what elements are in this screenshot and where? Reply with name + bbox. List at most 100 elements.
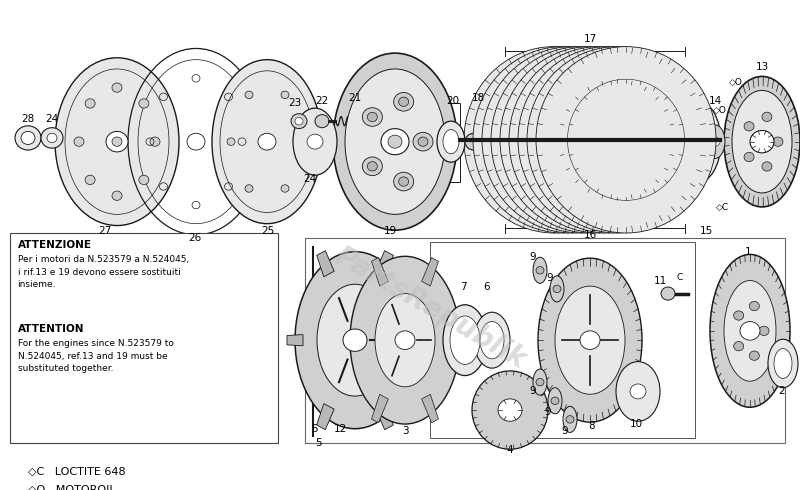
Circle shape [413, 132, 433, 151]
Circle shape [21, 131, 35, 145]
Polygon shape [317, 404, 334, 430]
Ellipse shape [538, 258, 642, 422]
Ellipse shape [464, 47, 644, 233]
Ellipse shape [474, 312, 510, 368]
Circle shape [762, 162, 772, 171]
Text: 22: 22 [315, 96, 329, 106]
Text: ◇O: ◇O [729, 77, 743, 87]
Ellipse shape [350, 256, 460, 424]
Ellipse shape [732, 90, 792, 193]
Text: Per i motori da N.523579 a N.524045,
i rif.13 e 19 devono essere sostituiti
insi: Per i motori da N.523579 a N.524045, i r… [18, 255, 189, 289]
Circle shape [291, 114, 307, 128]
Text: 28: 28 [22, 114, 34, 124]
Text: 15: 15 [699, 226, 713, 236]
Text: 21: 21 [348, 93, 362, 103]
Text: 24: 24 [46, 114, 58, 124]
Polygon shape [447, 336, 465, 345]
Circle shape [150, 137, 160, 147]
Circle shape [744, 152, 754, 162]
Text: 1: 1 [745, 246, 751, 257]
Ellipse shape [500, 47, 680, 233]
Ellipse shape [317, 284, 393, 396]
Circle shape [381, 128, 409, 155]
Circle shape [367, 112, 378, 122]
Bar [10, 233, 278, 443]
Circle shape [740, 321, 760, 340]
Ellipse shape [473, 47, 653, 233]
Ellipse shape [616, 362, 660, 421]
Text: 24: 24 [303, 174, 317, 184]
Polygon shape [407, 335, 423, 346]
Text: 4: 4 [506, 445, 514, 455]
Circle shape [566, 416, 574, 423]
Circle shape [750, 130, 774, 153]
Circle shape [362, 108, 382, 126]
Ellipse shape [536, 47, 716, 233]
Polygon shape [422, 258, 438, 286]
Circle shape [480, 136, 492, 147]
Circle shape [187, 133, 205, 150]
Circle shape [750, 351, 759, 360]
Text: 18: 18 [471, 93, 485, 103]
Circle shape [498, 399, 522, 421]
Bar [360, 102, 460, 182]
Circle shape [299, 138, 307, 146]
Text: 11: 11 [654, 276, 666, 287]
Text: ◇C: ◇C [717, 202, 730, 211]
Circle shape [362, 157, 382, 175]
Ellipse shape [555, 286, 625, 394]
Circle shape [41, 128, 63, 148]
Circle shape [74, 137, 84, 147]
Ellipse shape [437, 121, 465, 162]
Text: 6: 6 [484, 282, 490, 292]
Circle shape [112, 137, 122, 147]
Text: 5: 5 [314, 438, 322, 448]
Ellipse shape [55, 58, 179, 225]
Circle shape [112, 83, 122, 92]
Text: 9: 9 [530, 252, 536, 262]
Polygon shape [317, 251, 334, 277]
Ellipse shape [333, 53, 457, 230]
Circle shape [85, 175, 95, 185]
Ellipse shape [550, 276, 564, 302]
Text: 14: 14 [708, 96, 722, 106]
Circle shape [139, 175, 149, 185]
Ellipse shape [480, 321, 504, 359]
Ellipse shape [472, 371, 548, 449]
Ellipse shape [491, 47, 671, 233]
Text: 9: 9 [562, 426, 568, 436]
Circle shape [734, 311, 744, 320]
Circle shape [483, 139, 489, 145]
Text: C: C [677, 273, 683, 282]
Circle shape [112, 191, 122, 200]
Ellipse shape [671, 100, 721, 184]
Ellipse shape [443, 129, 459, 154]
Circle shape [258, 133, 276, 150]
Text: 26: 26 [188, 233, 202, 243]
Circle shape [343, 329, 367, 351]
Circle shape [551, 397, 559, 404]
Ellipse shape [724, 281, 776, 381]
Ellipse shape [212, 60, 322, 223]
Circle shape [394, 93, 414, 111]
Ellipse shape [705, 125, 725, 158]
Text: 20: 20 [446, 96, 459, 106]
Ellipse shape [65, 69, 169, 214]
Polygon shape [371, 258, 388, 286]
Text: For the engines since N.523579 to
N.524045, ref.13 and 19 must be
substituted to: For the engines since N.523579 to N.5240… [18, 339, 174, 373]
Ellipse shape [710, 254, 790, 407]
Circle shape [139, 99, 149, 108]
Text: 27: 27 [98, 226, 112, 236]
Ellipse shape [295, 252, 415, 429]
Text: 5: 5 [312, 424, 318, 434]
Circle shape [394, 172, 414, 191]
Text: ◇O: ◇O [713, 105, 727, 115]
Circle shape [307, 134, 323, 149]
Text: 9: 9 [546, 273, 554, 283]
Ellipse shape [509, 47, 689, 233]
Text: 19: 19 [383, 226, 397, 236]
Circle shape [281, 185, 289, 192]
Circle shape [580, 331, 600, 349]
Polygon shape [371, 394, 388, 423]
Circle shape [536, 378, 544, 386]
